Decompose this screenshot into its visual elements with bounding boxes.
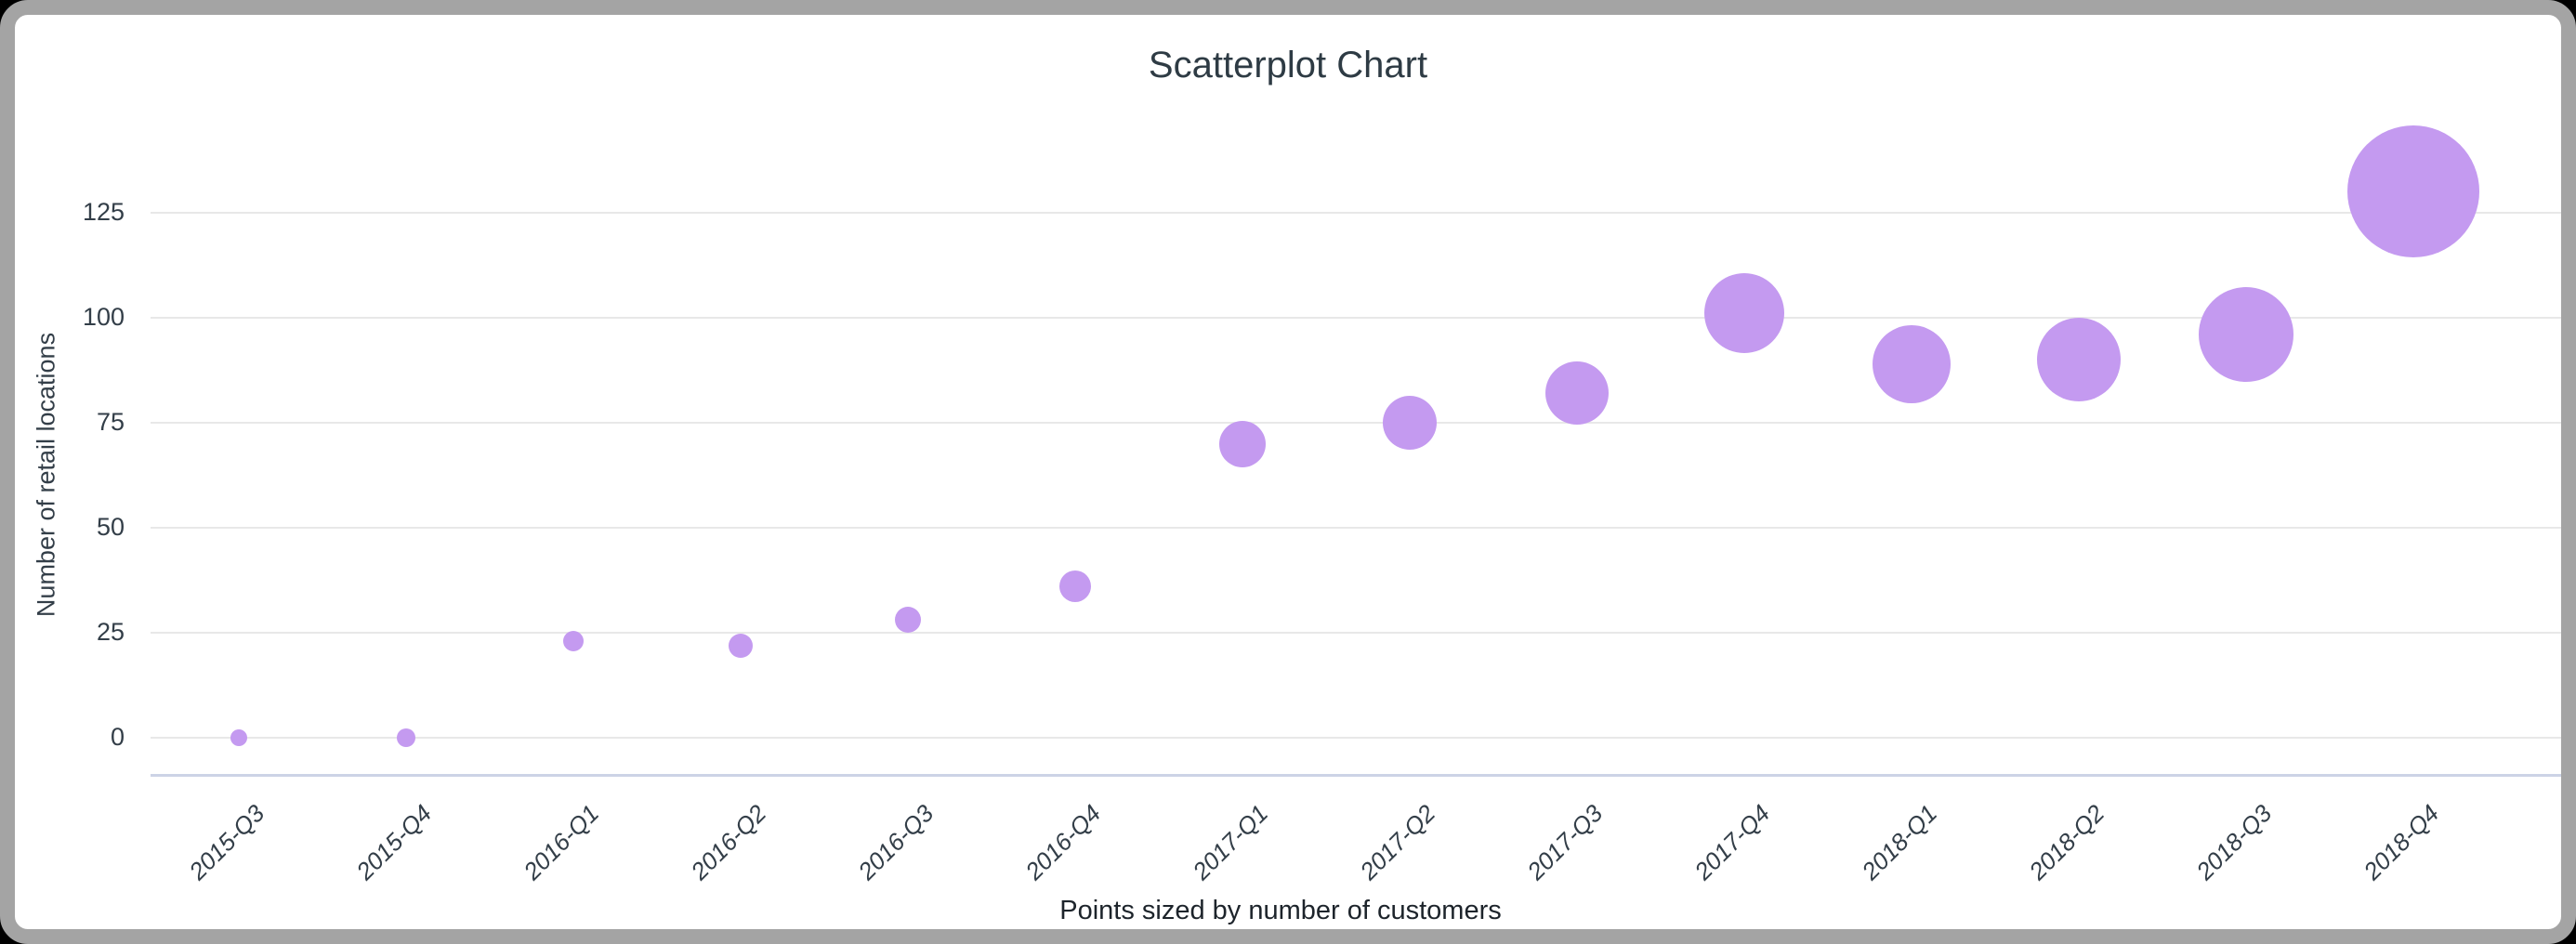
- y-tick-label-0: 0: [110, 723, 125, 751]
- x-tick-label-2016-Q3: 2016-Q3: [852, 799, 940, 885]
- chart-caption: Points sized by number of customers: [1059, 896, 1502, 925]
- data-point-2016-Q2[interactable]: [729, 633, 753, 658]
- data-point-2017-Q3[interactable]: [1545, 361, 1609, 426]
- data-point-2017-Q2[interactable]: [1383, 396, 1437, 450]
- data-point-2018-Q3[interactable]: [2199, 287, 2293, 383]
- x-tick-label-2017-Q1: 2017-Q1: [1187, 799, 1274, 885]
- y-axis-title: Number of retail locations: [32, 332, 60, 618]
- x-tick-label-2018-Q3: 2018-Q3: [2190, 799, 2278, 885]
- x-tick-label-2015-Q3: 2015-Q3: [183, 799, 270, 885]
- gridline-y-100: [151, 317, 2561, 319]
- x-tick-label-2016-Q4: 2016-Q4: [1019, 799, 1107, 885]
- data-point-2017-Q1[interactable]: [1219, 420, 1266, 467]
- data-point-2015-Q4[interactable]: [397, 728, 415, 747]
- x-tick-label-2015-Q4: 2015-Q4: [350, 799, 438, 885]
- x-tick-label-2018-Q1: 2018-Q1: [1856, 799, 1943, 885]
- x-tick-label-2017-Q2: 2017-Q2: [1354, 799, 1441, 885]
- x-axis-line: [151, 774, 2561, 777]
- y-tick-label-50: 50: [96, 513, 125, 541]
- x-tick-label-2017-Q3: 2017-Q3: [1521, 799, 1609, 885]
- gridline-y-125: [151, 212, 2561, 214]
- x-tick-label-2017-Q4: 2017-Q4: [1689, 799, 1776, 885]
- data-point-2018-Q4[interactable]: [2347, 125, 2479, 258]
- gridline-y-75: [151, 422, 2561, 424]
- gridline-y-0: [151, 737, 2561, 739]
- x-tick-label-2016-Q2: 2016-Q2: [685, 799, 772, 885]
- data-point-2015-Q3[interactable]: [230, 729, 247, 746]
- gridline-y-25: [151, 632, 2561, 634]
- data-point-2016-Q3[interactable]: [895, 607, 921, 634]
- x-tick-label-2018-Q2: 2018-Q2: [2023, 799, 2110, 885]
- data-point-2018-Q2[interactable]: [2037, 318, 2121, 402]
- data-point-2016-Q1[interactable]: [563, 631, 584, 652]
- y-tick-label-25: 25: [96, 618, 125, 646]
- y-tick-label-100: 100: [82, 303, 125, 331]
- x-tick-label-2016-Q1: 2016-Q1: [518, 799, 605, 885]
- data-point-2016-Q4[interactable]: [1059, 570, 1091, 603]
- x-tick-label-2018-Q4: 2018-Q4: [2358, 799, 2445, 885]
- data-point-2017-Q4[interactable]: [1704, 273, 1784, 354]
- chart-title: Scatterplot Chart: [1148, 45, 1428, 85]
- gridline-y-50: [151, 527, 2561, 529]
- plot-area: 0 25 50 75 100 125 2015-Q3 2015-Q4 2016-Q1 2016-Q…: [15, 15, 2561, 929]
- y-tick-label-125: 125: [82, 198, 125, 226]
- y-tick-label-75: 75: [96, 408, 125, 436]
- data-point-2018-Q1[interactable]: [1873, 324, 1951, 403]
